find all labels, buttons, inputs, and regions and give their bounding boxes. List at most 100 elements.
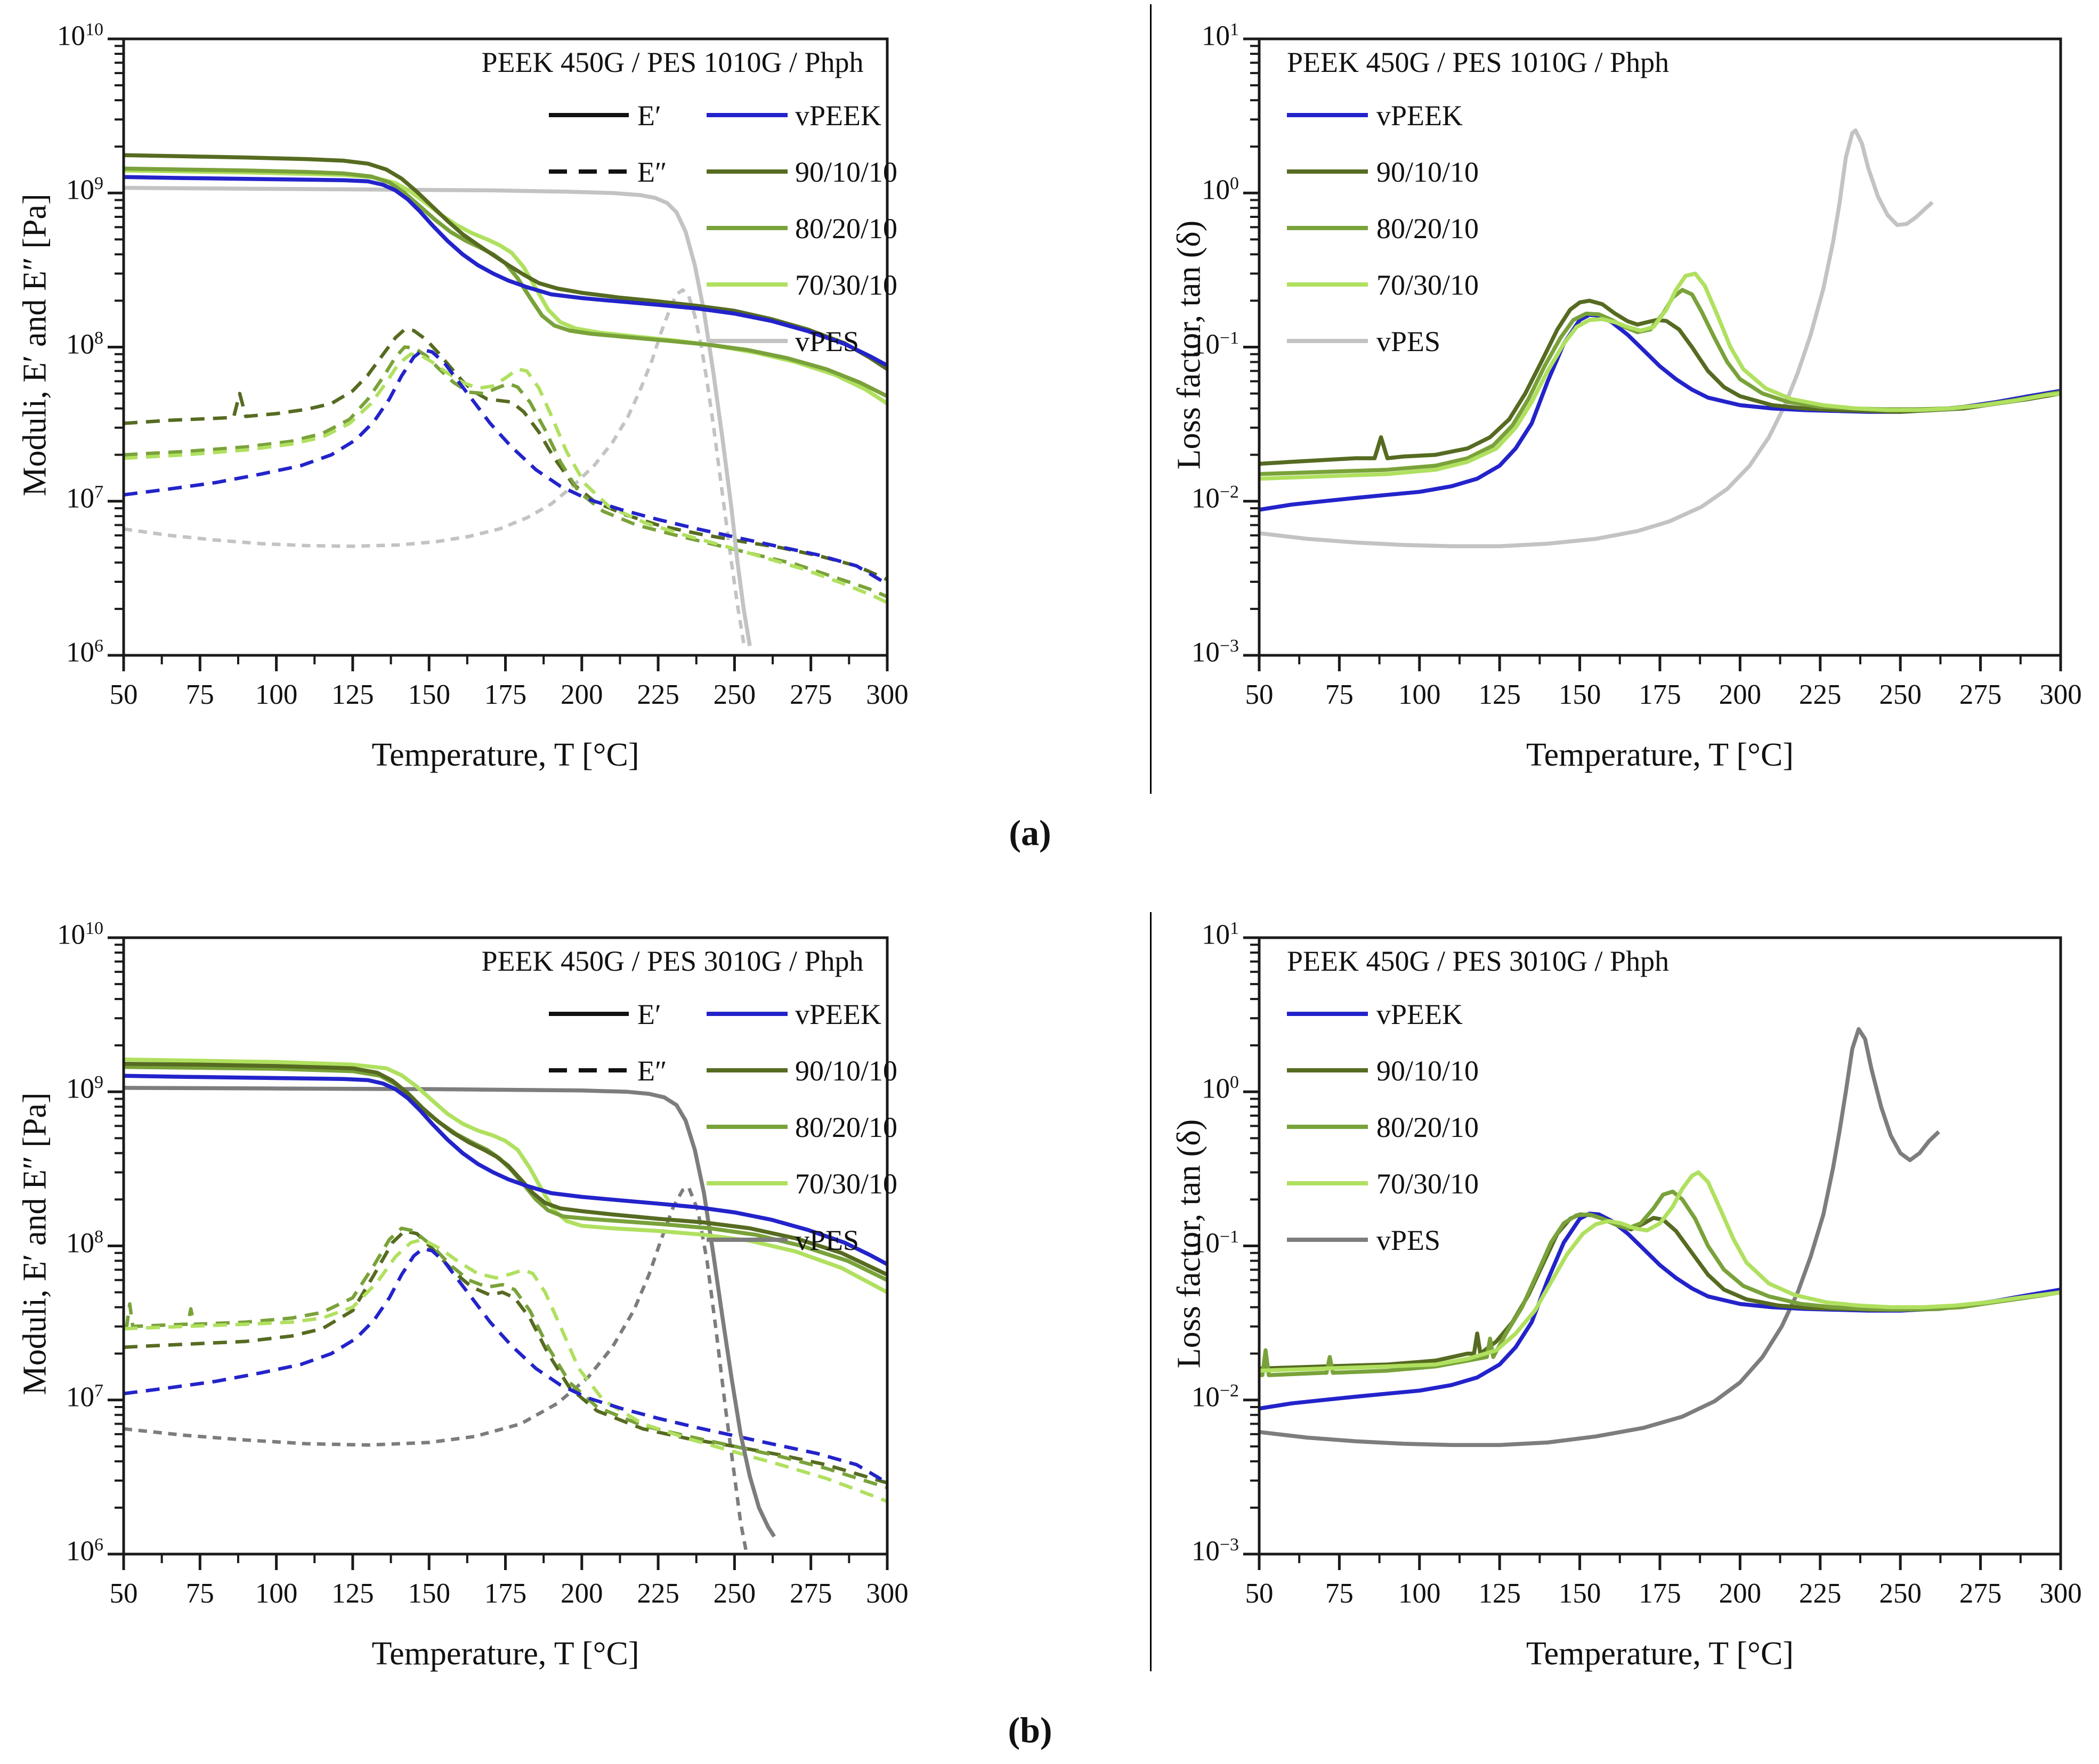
legend-entry-label: 80/20/10	[1376, 1111, 1479, 1143]
x-tick-label: 200	[1719, 1578, 1762, 1609]
legend-title: PEEK 450G / PES 3010G / Phph	[1287, 945, 1670, 977]
series-path-70-30-10-tand	[1259, 271, 2061, 481]
legend-entry-label: 70/30/10	[795, 269, 898, 301]
y-tick-label: 10−3	[1191, 636, 1239, 668]
series-path-vPES-E2	[124, 288, 745, 644]
panel-b-moduli-chart: 50 75 100 125 150 175 200 225 250 275 300 106 107 108…	[0, 899, 1050, 1764]
series-path-70-30-10-E2	[124, 352, 887, 604]
y-tick-label: 1010	[57, 918, 103, 950]
x-axis-label: Temperature, T [°C]	[371, 1636, 639, 1672]
x-tick-label: 50	[109, 679, 138, 710]
legend-entry-label: vPES	[795, 1224, 860, 1256]
series-path-vPEEK-E2	[124, 348, 887, 586]
legend-entry-label: E″	[637, 1055, 667, 1087]
legend-title: PEEK 450G / PES 1010G / Phph	[481, 46, 864, 78]
y-tick-label: 10−2	[1191, 1380, 1239, 1413]
y-tick-label: 106	[66, 1535, 103, 1567]
x-tick-label: 50	[1245, 1578, 1274, 1609]
y-axis-label: Moduli, E′ and E″ [Pa]	[17, 193, 53, 497]
y-axis-label: Loss factor, tan (δ)	[1171, 220, 1207, 469]
x-tick-label: 75	[185, 679, 214, 710]
x-tick-label: 175	[1639, 1578, 1681, 1609]
panel-b-tand-chart: 50 75 100 125 150 175 200 225 250 275 300 10−3 10−2 1…	[1049, 899, 2099, 1764]
legend-entry-label: vPES	[1376, 1224, 1441, 1256]
series-path-vPEEK-E2	[124, 1247, 887, 1485]
x-tick-label: 150	[1558, 679, 1601, 710]
x-tick-label: 150	[408, 679, 450, 710]
y-tick-label: 10−1	[1191, 1226, 1239, 1259]
legend-entry-label: E′	[637, 998, 661, 1030]
series-path-90-10-10-tand	[1259, 298, 2061, 466]
x-tick-label: 100	[1398, 679, 1441, 710]
x-tick-label: 250	[1879, 1578, 1922, 1609]
series-path-80-20-10-tand	[1259, 1189, 2061, 1377]
y-tick-label: 107	[66, 482, 103, 514]
legend-entry-label: E″	[637, 156, 667, 188]
series-path-vPES-tand	[1259, 1027, 1940, 1448]
plot-border	[122, 936, 889, 1556]
x-tick-label: 100	[255, 679, 298, 710]
panel-a-moduli-chart: 50 75 100 125 150 175 200 225 250 275 300 106 107 108…	[0, 0, 1050, 896]
panel-a-divider-line	[1150, 4, 1152, 794]
x-tick-label: 175	[484, 1578, 527, 1609]
x-tick-label: 125	[331, 1578, 374, 1609]
x-tick-label: 275	[789, 1578, 832, 1609]
y-tick-label: 1010	[57, 20, 103, 52]
x-tick-label: 75	[1325, 679, 1354, 710]
legend-entry-label: 80/20/10	[795, 213, 898, 245]
legend-title: PEEK 450G / PES 3010G / Phph	[481, 945, 864, 977]
y-tick-label: 10−2	[1191, 482, 1239, 514]
x-axis-label: Temperature, T [°C]	[1526, 1636, 1794, 1672]
series-path-90-10-10-E1	[124, 153, 887, 371]
y-tick-label: 106	[66, 636, 103, 668]
x-tick-label: 50	[1245, 679, 1274, 710]
x-tick-label: 250	[713, 679, 756, 710]
series-path-70-30-10-E2	[124, 1238, 887, 1503]
legend-entry-label: 90/10/10	[1376, 156, 1479, 188]
x-tick-label: 300	[866, 679, 909, 710]
y-tick-label: 108	[66, 1226, 103, 1259]
y-axis-label: Moduli, E′ and E″ [Pa]	[17, 1092, 53, 1395]
x-tick-label: 225	[1799, 1578, 1842, 1609]
series-path-70-30-10-tand	[1259, 1170, 2061, 1373]
y-tick-label: 101	[1202, 20, 1239, 52]
plot-border	[122, 37, 889, 657]
x-tick-label: 200	[561, 1578, 603, 1609]
x-tick-label: 100	[1398, 1578, 1441, 1609]
series-path-vPEEK-E1	[124, 1074, 887, 1266]
panel-a-tand-plot-svg	[1243, 37, 2062, 671]
panel-a-label: (a)	[1009, 812, 1051, 853]
legend-entry-label: 90/10/10	[795, 156, 898, 188]
series-path-90-10-10-E2	[124, 1229, 887, 1485]
series-path-vPEEK-E1	[124, 175, 887, 368]
series-path-90-10-10-E2	[124, 328, 887, 581]
legend-title: PEEK 450G / PES 1010G / Phph	[1287, 46, 1670, 78]
x-tick-label: 200	[1719, 679, 1762, 710]
legend-entry-label: vPEEK	[1376, 998, 1463, 1030]
x-tick-label: 125	[331, 679, 374, 710]
series-path-70-30-10-E1	[124, 168, 887, 405]
panel-a-moduli-plot-svg	[108, 37, 889, 671]
x-tick-label: 250	[713, 1578, 756, 1609]
x-tick-label: 225	[637, 1578, 679, 1609]
x-tick-label: 75	[1325, 1578, 1354, 1609]
y-tick-label: 109	[66, 174, 103, 206]
legend-entry-label: vPEEK	[795, 100, 881, 132]
series-path-90-10-10-E1	[124, 1061, 887, 1277]
plot-border	[1258, 37, 2062, 657]
x-tick-label: 225	[1799, 679, 1842, 710]
legend-entry-label: vPEEK	[795, 998, 881, 1030]
series-path-vPES-E2	[124, 1185, 749, 1554]
x-tick-label: 150	[1558, 1578, 1601, 1609]
series-path-80-20-10-E2	[124, 1226, 887, 1490]
panel-a-tand-chart: 50 75 100 125 150 175 200 225 250 275 300 10−3 10−2 1…	[1049, 0, 2099, 896]
y-tick-label: 10−3	[1191, 1535, 1239, 1567]
panel-b-moduli-plot-svg	[108, 936, 889, 1570]
x-tick-label: 125	[1478, 679, 1521, 710]
legend-entry-label: 80/20/10	[1376, 213, 1479, 245]
series-path-vPES-tand	[1259, 128, 1934, 549]
x-tick-label: 50	[109, 1578, 138, 1609]
legend-entry-label: 70/30/10	[1376, 1168, 1479, 1200]
x-tick-label: 225	[637, 679, 679, 710]
